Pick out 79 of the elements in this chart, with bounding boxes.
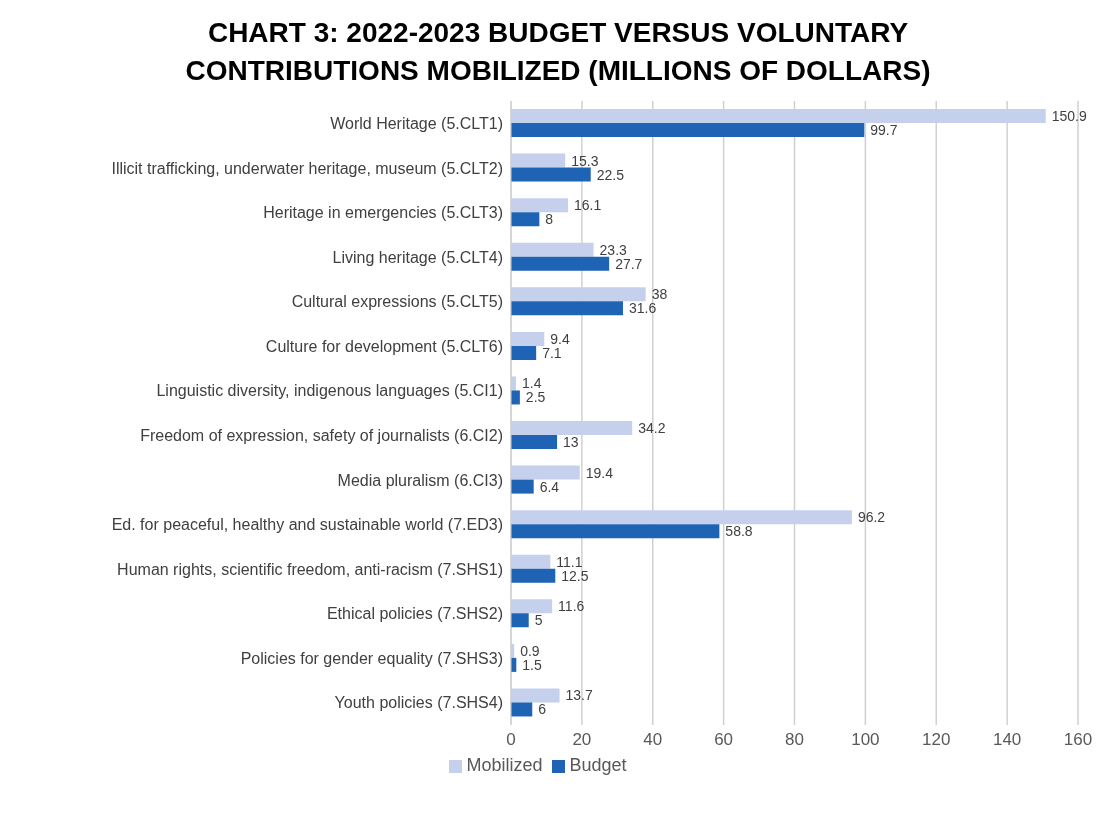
data-label: 12.5 bbox=[561, 567, 589, 584]
bar bbox=[511, 510, 852, 525]
data-label: 27.7 bbox=[615, 255, 643, 272]
x-tick-label: 140 bbox=[992, 730, 1022, 750]
y-tick-label: Linguistic diversity, indigenous languages (5.CI1) bbox=[156, 382, 503, 400]
x-tick-label: 40 bbox=[643, 730, 663, 750]
x-tick-label: 160 bbox=[1063, 730, 1093, 750]
data-label: 11.1 bbox=[556, 553, 583, 570]
bar bbox=[511, 435, 558, 450]
data-label: 16.1 bbox=[574, 197, 602, 214]
data-label: 23.3 bbox=[599, 241, 628, 258]
data-label: 13.7 bbox=[565, 687, 594, 704]
y-tick-label: Culture for development (5.CLT6) bbox=[265, 337, 503, 355]
data-label: 96.2 bbox=[857, 509, 886, 526]
bar bbox=[511, 599, 553, 614]
bar bbox=[511, 301, 623, 316]
bar bbox=[511, 524, 720, 539]
data-label: 0.9 bbox=[520, 642, 540, 659]
data-label: 99.7 bbox=[870, 121, 898, 138]
data-label: 6 bbox=[538, 701, 547, 718]
bar bbox=[511, 153, 566, 168]
bar bbox=[511, 331, 545, 346]
legend-label: Mobilized bbox=[466, 755, 543, 775]
data-label: 11.6 bbox=[558, 598, 585, 615]
y-tick-label: World Heritage (5.CLT1) bbox=[330, 114, 503, 132]
data-label: 58.8 bbox=[725, 523, 753, 540]
bar bbox=[511, 554, 551, 569]
y-tick-label: Heritage in emergencies (5.CLT3) bbox=[263, 204, 503, 222]
bar bbox=[511, 345, 537, 360]
data-label: 6.4 bbox=[539, 478, 560, 495]
y-tick-label: Freedom of expression, safety of journalists (6.CI2) bbox=[140, 426, 503, 444]
x-tick-label: 120 bbox=[922, 730, 951, 750]
data-label: 38 bbox=[651, 286, 668, 303]
bar bbox=[511, 212, 540, 227]
bar bbox=[511, 242, 594, 257]
bar bbox=[511, 123, 865, 138]
data-label: 15.3 bbox=[571, 152, 599, 169]
data-label: 31.6 bbox=[628, 300, 657, 317]
x-tick-label: 0 bbox=[506, 730, 516, 750]
bar bbox=[511, 465, 580, 480]
x-tick-label: 100 bbox=[851, 730, 880, 750]
bar bbox=[511, 256, 610, 271]
y-tick-label: Policies for gender equality (7.SHS3) bbox=[240, 649, 503, 667]
y-tick-label: Human rights, scientific freedom, anti-racism (7.SHS1) bbox=[117, 560, 503, 578]
data-label: 1.4 bbox=[521, 375, 542, 392]
bar bbox=[511, 479, 534, 494]
y-tick-label: Living heritage (5.CLT4) bbox=[332, 248, 503, 266]
data-label: 2.5 bbox=[525, 389, 546, 406]
chart-title: CHART 3: 2022-2023 BUDGET VERSUS VOLUNTARY CONTRIBUTIONS MOBILIZED (MILLIONS OF DOLLARS) bbox=[184, 16, 932, 88]
bar bbox=[511, 421, 633, 436]
y-tick-label: Ethical policies (7.SHS2) bbox=[326, 605, 503, 623]
x-tick-label: 20 bbox=[572, 730, 592, 750]
bar bbox=[511, 198, 569, 213]
data-label: 5 bbox=[534, 612, 543, 629]
y-tick-label: Media pluralism (6.CI3) bbox=[337, 471, 503, 489]
data-label: 8 bbox=[545, 211, 554, 228]
bar bbox=[511, 568, 556, 583]
data-label: 19.4 bbox=[585, 464, 614, 481]
y-tick-label: Youth policies (7.SHS4) bbox=[334, 694, 503, 712]
data-label: 150.9 bbox=[1051, 107, 1087, 124]
data-label: 1.5 bbox=[522, 656, 542, 673]
bar bbox=[511, 688, 560, 703]
data-label: 9.4 bbox=[550, 330, 570, 347]
legend-label: Budget bbox=[569, 755, 627, 775]
x-tick-label: 60 bbox=[714, 730, 734, 750]
data-label: 34.2 bbox=[638, 419, 666, 436]
data-label: 22.5 bbox=[596, 166, 625, 183]
data-label: 7.1 bbox=[542, 344, 562, 361]
y-tick-label: Illicit trafficking, underwater heritage, museum (5.CLT2) bbox=[111, 159, 503, 177]
y-tick-label: Cultural expressions (5.CLT5) bbox=[291, 293, 503, 311]
data-label: 13 bbox=[563, 433, 579, 450]
bar bbox=[511, 702, 533, 717]
bar bbox=[511, 109, 1046, 124]
y-tick-label: Ed. for peaceful, healthy and sustainable world (7.ED3) bbox=[111, 516, 503, 534]
x-tick-label: 80 bbox=[785, 730, 804, 750]
bar bbox=[511, 613, 529, 628]
bar bbox=[511, 287, 646, 302]
bar bbox=[511, 167, 591, 182]
bar bbox=[511, 390, 520, 405]
